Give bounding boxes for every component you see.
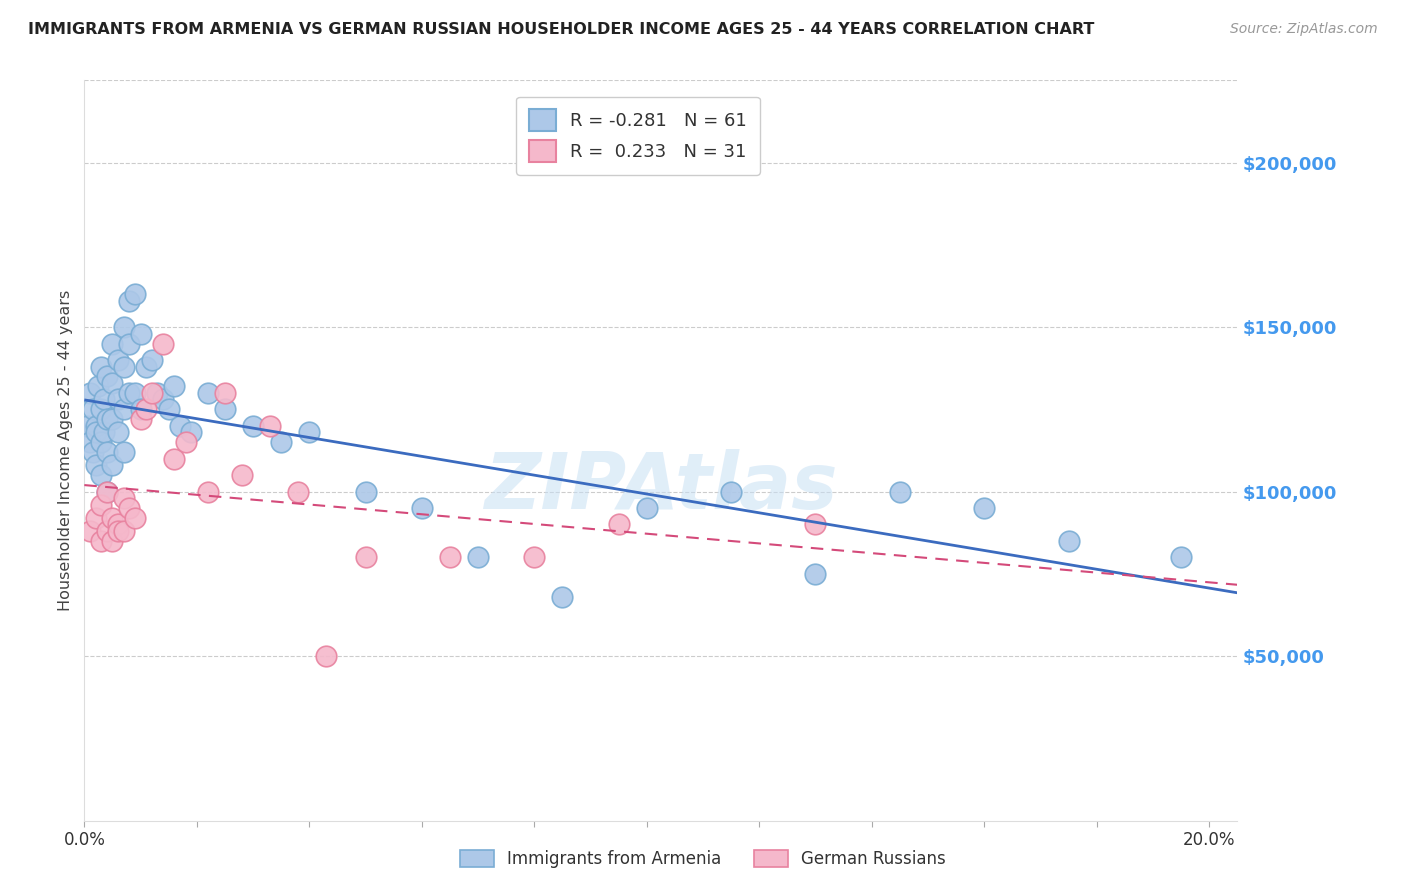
Point [112, 445, 135, 459]
Point [242, 418, 264, 433]
Point [112, 491, 135, 505]
Point [146, 385, 169, 400]
Point [112, 524, 135, 538]
Point [112, 402, 135, 417]
Point [90, 468, 112, 483]
Legend: R = -0.281   N = 61, R =  0.233   N = 31: R = -0.281 N = 61, R = 0.233 N = 31 [516, 96, 759, 175]
Point [93, 425, 115, 440]
Point [973, 501, 995, 516]
Legend: Immigrants from Armenia, German Russians: Immigrants from Armenia, German Russians [454, 843, 952, 875]
Point [141, 353, 163, 368]
Point [101, 511, 124, 525]
Point [93, 392, 115, 407]
Point [804, 517, 827, 532]
Point [1057, 533, 1080, 548]
Point [804, 566, 827, 581]
Point [84, 458, 107, 473]
Point [135, 402, 157, 417]
Point [354, 484, 377, 499]
Point [163, 379, 186, 393]
Point [124, 385, 146, 400]
Point [112, 320, 135, 334]
Point [523, 550, 546, 565]
Point [118, 336, 141, 351]
Point [87, 379, 110, 393]
Point [101, 336, 124, 351]
Point [90, 359, 112, 374]
Point [174, 435, 197, 450]
Point [467, 550, 489, 565]
Point [270, 435, 292, 450]
Point [197, 385, 219, 400]
Point [124, 511, 146, 525]
Point [124, 287, 146, 301]
Point [96, 484, 118, 499]
Point [118, 385, 141, 400]
Point [607, 517, 630, 532]
Point [84, 511, 107, 525]
Point [96, 524, 118, 538]
Point [101, 412, 124, 426]
Point [79, 524, 101, 538]
Point [79, 385, 101, 400]
Point [197, 484, 219, 499]
Point [439, 550, 461, 565]
Point [96, 445, 118, 459]
Text: Source: ZipAtlas.com: Source: ZipAtlas.com [1230, 22, 1378, 37]
Point [107, 392, 129, 407]
Point [101, 533, 124, 548]
Point [287, 484, 309, 499]
Point [118, 293, 141, 308]
Point [214, 402, 236, 417]
Point [214, 385, 236, 400]
Point [354, 550, 377, 565]
Point [107, 517, 129, 532]
Point [315, 649, 337, 664]
Point [90, 498, 112, 512]
Point [84, 418, 107, 433]
Point [152, 392, 174, 407]
Point [889, 484, 911, 499]
Point [157, 402, 180, 417]
Point [141, 385, 163, 400]
Text: ZIPAtlas: ZIPAtlas [484, 450, 838, 525]
Point [129, 326, 152, 341]
Point [107, 524, 129, 538]
Point [107, 353, 129, 368]
Point [118, 501, 141, 516]
Point [79, 435, 101, 450]
Point [180, 425, 202, 440]
Point [129, 412, 152, 426]
Point [96, 484, 118, 499]
Point [101, 458, 124, 473]
Point [298, 425, 321, 440]
Point [636, 501, 658, 516]
Point [90, 533, 112, 548]
Point [1170, 550, 1192, 565]
Point [551, 590, 574, 604]
Point [76, 418, 98, 433]
Point [112, 359, 135, 374]
Point [101, 376, 124, 390]
Point [411, 501, 433, 516]
Point [82, 402, 104, 417]
Point [231, 468, 253, 483]
Point [720, 484, 742, 499]
Point [259, 418, 281, 433]
Point [96, 412, 118, 426]
Point [90, 402, 112, 417]
Point [152, 336, 174, 351]
Text: IMMIGRANTS FROM ARMENIA VS GERMAN RUSSIAN HOUSEHOLDER INCOME AGES 25 - 44 YEARS : IMMIGRANTS FROM ARMENIA VS GERMAN RUSSIA… [28, 22, 1094, 37]
Point [129, 402, 152, 417]
Point [90, 435, 112, 450]
Point [96, 369, 118, 384]
Point [163, 451, 186, 466]
Y-axis label: Householder Income Ages 25 - 44 years: Householder Income Ages 25 - 44 years [58, 290, 73, 611]
Point [82, 445, 104, 459]
Point [84, 425, 107, 440]
Point [135, 359, 157, 374]
Point [107, 425, 129, 440]
Point [169, 418, 191, 433]
